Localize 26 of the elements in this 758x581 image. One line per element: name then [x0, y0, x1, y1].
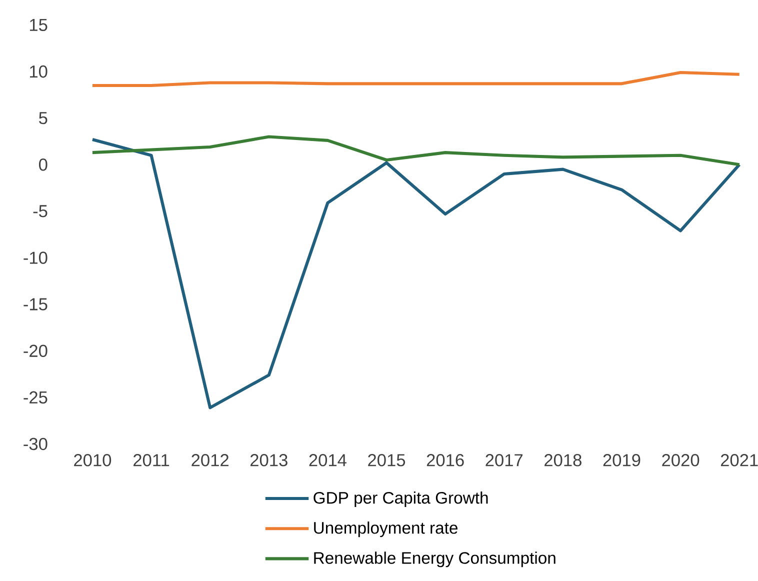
x-tick-label: 2021: [720, 454, 758, 466]
y-tick-label: -20: [24, 344, 48, 358]
y-tick-label: 5: [39, 112, 48, 124]
legend-label: GDP per Capita Growth: [314, 491, 488, 508]
x-tick-label: 2019: [603, 454, 640, 466]
x-tick-label: 2013: [250, 454, 288, 466]
y-tick-label: 15: [30, 18, 48, 32]
y-tick-label: -30: [24, 438, 48, 450]
y-tick-label: -15: [24, 298, 48, 310]
legend-label: Unemployment rate: [314, 522, 458, 538]
x-tick-label: 2012: [192, 454, 228, 466]
y-tick-label: 10: [30, 65, 48, 78]
legend-label: Renewable Energy Consumption: [314, 552, 556, 568]
x-tick-label: 2017: [486, 454, 523, 466]
x-tick-label: 2014: [309, 454, 346, 466]
y-tick-label: -25: [24, 391, 48, 404]
y-tick-label: -5: [33, 205, 48, 218]
x-tick-label: 2015: [368, 454, 406, 466]
x-tick-label: 2011: [134, 454, 170, 466]
x-tick-label: 2010: [74, 454, 112, 466]
y-tick-label: 0: [38, 158, 48, 171]
x-tick-label: 2018: [544, 454, 582, 466]
x-tick-label: 2016: [426, 454, 464, 466]
x-tick-label: 2020: [662, 454, 700, 466]
y-tick-label: -10: [24, 252, 48, 264]
line-series: [90, 138, 741, 410]
